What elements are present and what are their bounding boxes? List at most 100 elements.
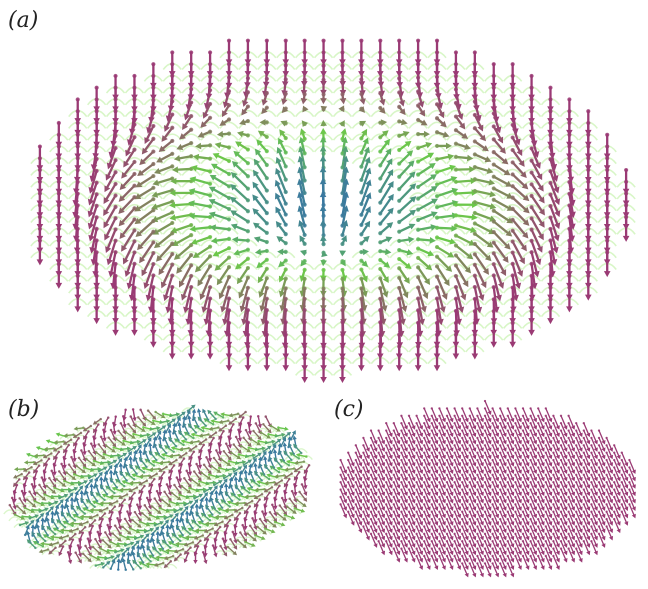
spin-arrow bbox=[434, 176, 458, 187]
spin-arrow bbox=[188, 212, 213, 220]
spin-arrow bbox=[218, 274, 232, 300]
spin-arrow bbox=[320, 259, 327, 267]
spin-arrow bbox=[491, 251, 507, 277]
spin-arrow bbox=[338, 120, 345, 127]
spin-arrow bbox=[416, 174, 437, 190]
spin-arrow bbox=[280, 120, 288, 127]
spin-arrow bbox=[216, 265, 232, 286]
spin-arrow bbox=[378, 148, 392, 168]
spin-arrow bbox=[301, 120, 308, 128]
spin-arrow bbox=[514, 554, 522, 570]
spin-arrow bbox=[121, 228, 137, 252]
spin-arrow bbox=[548, 192, 561, 218]
spin-arrow bbox=[597, 532, 606, 548]
spin-arrow bbox=[416, 275, 429, 300]
spin-arrow bbox=[547, 297, 554, 325]
spin-arrow bbox=[378, 169, 394, 194]
spin-arrow bbox=[239, 285, 250, 313]
spin-arrow bbox=[256, 257, 269, 269]
spin-arrow bbox=[529, 554, 538, 570]
spin-arrow bbox=[321, 250, 328, 258]
spin-arrow bbox=[510, 195, 530, 214]
spin-arrow bbox=[397, 140, 412, 153]
arrow-layer bbox=[339, 399, 636, 578]
spin-arrow bbox=[195, 142, 213, 150]
spin-arrow bbox=[194, 254, 213, 273]
spin-arrow bbox=[510, 122, 521, 146]
spin-arrow bbox=[397, 275, 409, 299]
spin-arrow bbox=[241, 104, 250, 116]
spin-arrow bbox=[613, 517, 621, 534]
spin-arrow bbox=[397, 285, 408, 313]
spin-arrow bbox=[378, 130, 389, 140]
spin-arrow bbox=[156, 241, 175, 262]
spin-arrow bbox=[378, 105, 386, 114]
spin-arrow bbox=[590, 540, 598, 556]
spin-arrow bbox=[378, 276, 389, 298]
spin-arrow bbox=[209, 174, 232, 189]
spin-arrow bbox=[445, 554, 454, 570]
spin-arrow bbox=[416, 265, 431, 285]
spin-arrow bbox=[297, 166, 307, 196]
spin-arrow bbox=[300, 92, 308, 105]
spin-arrow bbox=[397, 223, 416, 234]
spin-arrow bbox=[575, 547, 583, 563]
spin-arrow bbox=[491, 137, 506, 154]
spin-arrow bbox=[359, 91, 366, 105]
spin-arrow bbox=[529, 205, 545, 228]
spin-arrow bbox=[434, 153, 455, 162]
spin-arrow bbox=[176, 141, 194, 151]
spin-arrow bbox=[397, 104, 406, 116]
spin-arrow bbox=[160, 262, 175, 289]
spin-arrow bbox=[279, 129, 288, 141]
spin-arrow bbox=[423, 554, 431, 570]
spin-arrow bbox=[281, 106, 289, 114]
spin-arrow bbox=[491, 124, 504, 144]
spin-arrow bbox=[529, 216, 544, 241]
spin-arrow bbox=[510, 206, 530, 226]
spin-arrow bbox=[278, 267, 288, 283]
spin-arrow bbox=[230, 172, 250, 191]
spin-arrow bbox=[299, 249, 307, 256]
spin-arrow bbox=[208, 186, 232, 201]
spin-arrow bbox=[276, 146, 288, 169]
spin-arrow bbox=[416, 103, 426, 117]
spin-arrow bbox=[529, 158, 543, 181]
spin-arrow bbox=[529, 182, 545, 204]
spin-arrow bbox=[231, 161, 250, 179]
spin-arrow bbox=[378, 286, 388, 312]
panel-label-b: (b) bbox=[8, 397, 40, 422]
spin-arrow bbox=[491, 111, 502, 134]
spin-arrow bbox=[378, 181, 394, 205]
spin-arrow bbox=[559, 547, 568, 563]
spin-arrow bbox=[378, 138, 391, 154]
spin-arrow bbox=[158, 251, 175, 276]
spin-arrow bbox=[257, 130, 269, 140]
spin-arrow bbox=[378, 158, 393, 181]
spin-arrow bbox=[620, 510, 629, 526]
spin-arrow bbox=[119, 217, 137, 240]
spin-arrow bbox=[416, 285, 427, 313]
spin-arrow bbox=[378, 248, 392, 256]
spin-arrow bbox=[212, 153, 232, 164]
spin-arrow bbox=[529, 250, 540, 278]
spin-arrow bbox=[430, 554, 439, 570]
spin-arrow bbox=[170, 222, 194, 234]
spin-arrow bbox=[276, 236, 288, 246]
spin-arrow bbox=[183, 284, 194, 314]
spin-arrow bbox=[453, 253, 472, 274]
spin-arrow bbox=[201, 550, 208, 565]
spin-arrow bbox=[397, 130, 410, 138]
spin-arrow bbox=[378, 257, 391, 268]
spin-arrow bbox=[152, 176, 175, 186]
spin-arrow bbox=[210, 163, 232, 177]
spin-arrow bbox=[275, 167, 288, 195]
spin-arrow bbox=[434, 116, 447, 128]
spin-arrow bbox=[397, 150, 414, 166]
spin-arrow bbox=[567, 547, 576, 563]
spin-arrow bbox=[491, 230, 511, 250]
spin-arrow bbox=[89, 226, 99, 254]
spin-arrow bbox=[253, 236, 269, 245]
spin-arrow bbox=[254, 148, 269, 168]
spin-arrow bbox=[153, 231, 175, 249]
